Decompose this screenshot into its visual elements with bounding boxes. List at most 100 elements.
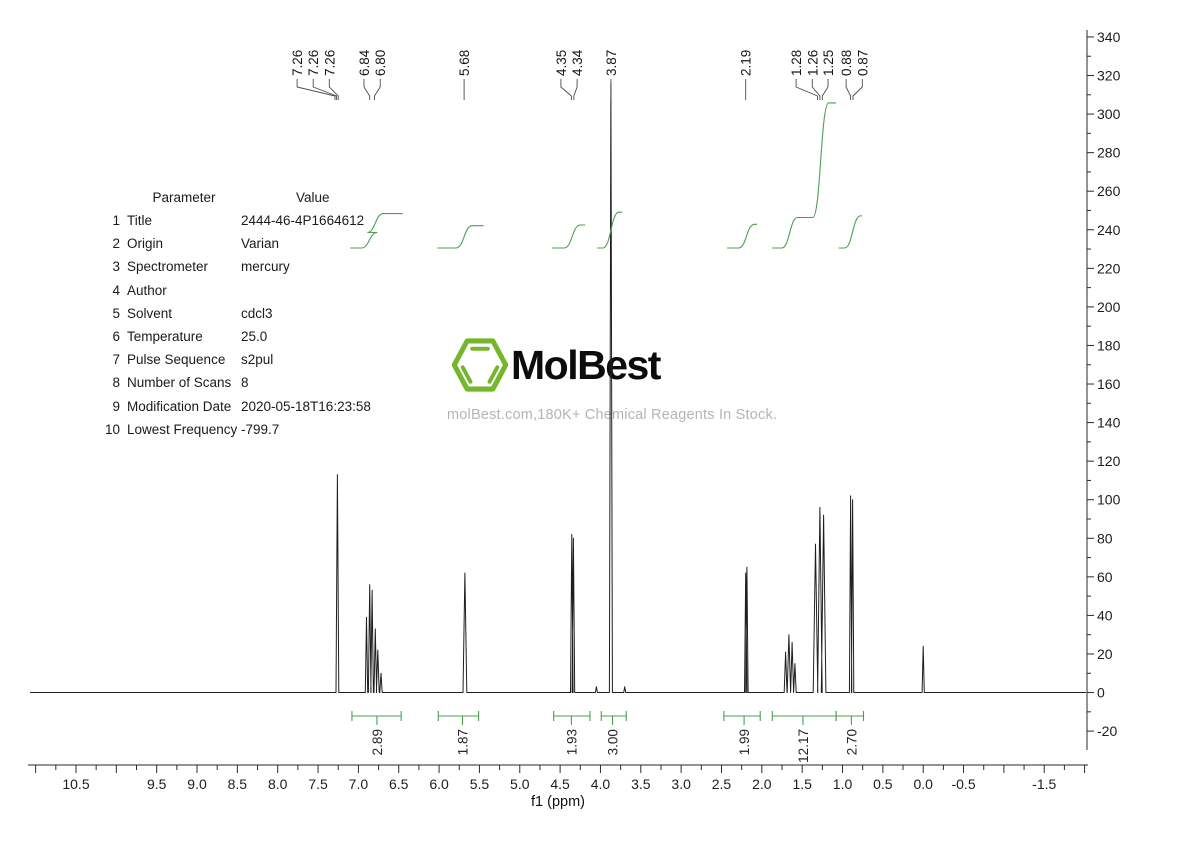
x-tick-label: 3.0 — [671, 776, 691, 792]
integral-curve — [552, 224, 586, 249]
parameter-name: Title — [127, 213, 153, 229]
x-tick-label: 4.5 — [550, 776, 570, 792]
integral-curve — [597, 211, 623, 249]
parameter-value: 25.0 — [241, 328, 268, 344]
integral-value-label: 2.70 — [844, 729, 859, 755]
parameter-value: 2444-46-4P1664612 — [241, 213, 365, 229]
integral-value-label: 2.89 — [370, 729, 385, 755]
x-tick-label: 6.0 — [429, 776, 449, 792]
x-tick-label: 8.0 — [268, 776, 288, 792]
value-header-cell: Value — [241, 191, 371, 205]
y-tick-label: 40 — [1097, 607, 1113, 623]
y-tick-label: 120 — [1097, 453, 1121, 469]
peak-label: 7.26 — [322, 50, 337, 76]
peak-label-leader — [328, 79, 339, 100]
peak-label: 1.28 — [789, 50, 804, 76]
x-tick-label: 2.5 — [712, 776, 732, 792]
peak-label: 6.84 — [357, 49, 372, 76]
parameter-value: -799.7 — [241, 421, 280, 437]
x-tick-label: 1.5 — [792, 776, 812, 792]
y-tick-label: 140 — [1097, 415, 1121, 431]
peak-label-leader — [296, 79, 336, 100]
peak-label: 0.88 — [839, 50, 854, 76]
x-tick-label: 7.5 — [308, 776, 328, 792]
x-tick-label: 0.5 — [873, 776, 893, 792]
peak-label: 3.87 — [604, 50, 619, 76]
y-tick-label: 280 — [1097, 145, 1121, 161]
x-tick-label: 8.5 — [228, 776, 248, 792]
spectrum-trace — [30, 82, 1086, 693]
parameter-table-row: 10 Lowest Frequency -799.7 — [100, 418, 371, 441]
x-tick-label: 2.0 — [752, 776, 772, 792]
integral-curve — [437, 225, 484, 249]
parameter-table-row: 4 Author — [100, 279, 371, 302]
peak-label: 5.68 — [457, 50, 472, 76]
row-number: 5 — [112, 305, 120, 321]
row-number: 8 — [112, 375, 120, 391]
integral-value-label: 3.00 — [606, 729, 621, 755]
parameter-value: Varian — [241, 236, 280, 252]
parameter-table-row: 9 Modification Date 2020-05-18T16:23:58 — [100, 395, 371, 418]
y-tick-label: 60 — [1097, 569, 1113, 585]
y-tick-label: 20 — [1097, 646, 1113, 662]
parameter-value: 2020-05-18T16:23:58 — [241, 398, 371, 414]
peak-label-leader — [312, 79, 338, 100]
x-tick-label: 6.5 — [389, 776, 409, 792]
y-tick-label: 80 — [1097, 530, 1113, 546]
y-tick-label: 220 — [1097, 260, 1121, 276]
peak-label-leader — [573, 79, 578, 100]
integral-curve — [772, 102, 837, 249]
parameter-value: mercury — [241, 259, 290, 275]
integral-value-label: 1.99 — [737, 729, 752, 755]
parameter-header: Parameter — [152, 189, 216, 205]
y-tick-label: 240 — [1097, 222, 1121, 238]
row-number: 7 — [112, 352, 120, 368]
integral-curve — [727, 223, 757, 249]
benzene-hexagon-icon — [452, 338, 508, 392]
x-tick-label: 5.0 — [510, 776, 530, 792]
integral-value-label: 12.17 — [796, 729, 811, 763]
parameter-value: s2pul — [241, 352, 274, 368]
parameter-table: Parameter Value 1 Title 2444-46-4P1664612 2… — [100, 186, 371, 441]
row-number: 10 — [104, 421, 120, 437]
peak-label: 4.34 — [570, 49, 585, 76]
x-tick-label: 3.5 — [631, 776, 651, 792]
peak-label-leader — [374, 79, 381, 100]
parameter-name: Solvent — [127, 305, 173, 321]
molbest-logo: MolBest — [452, 336, 661, 394]
y-tick-label: 300 — [1097, 106, 1121, 122]
parameter-name: Number of Scans — [127, 375, 232, 391]
y-tick-label: 320 — [1097, 68, 1121, 84]
x-tick-label: 7.0 — [349, 776, 369, 792]
y-tick-label: 0 — [1097, 685, 1105, 701]
peak-label-leader — [363, 79, 371, 100]
y-tick-label: -20 — [1097, 723, 1117, 739]
x-tick-label: 9.5 — [147, 776, 167, 792]
row-number: 2 — [112, 236, 120, 252]
parameter-table-row: 6 Temperature 25.0 — [100, 325, 371, 348]
parameter-table-row: 3 Spectrometer mercury — [100, 256, 371, 279]
peak-label-leader — [845, 79, 852, 100]
peak-label-leader — [795, 79, 818, 100]
peak-label: 1.26 — [805, 50, 820, 76]
row-number: 1 — [112, 213, 120, 229]
x-tick-label: 9.0 — [187, 776, 207, 792]
row-number: 4 — [112, 282, 120, 298]
y-tick-label: 200 — [1097, 299, 1121, 315]
parameter-table-row: 8 Number of Scans 8 — [100, 372, 371, 395]
parameter-value: cdcl3 — [241, 305, 273, 321]
row-number: 9 — [112, 398, 120, 414]
x-tick-label: -1.5 — [1032, 776, 1056, 792]
integral-curve — [350, 213, 403, 249]
y-tick-label: 180 — [1097, 337, 1121, 353]
value-header: Value — [296, 189, 330, 205]
parameter-name: Lowest Frequency — [127, 421, 238, 437]
parameter-name: Origin — [127, 236, 164, 252]
peak-label-leader — [852, 79, 863, 100]
parameter-name: Spectrometer — [127, 259, 209, 275]
integral-value-label: 1.93 — [564, 729, 579, 755]
logo-brand-text: MolBest — [511, 341, 661, 388]
integral-curve — [838, 215, 862, 249]
